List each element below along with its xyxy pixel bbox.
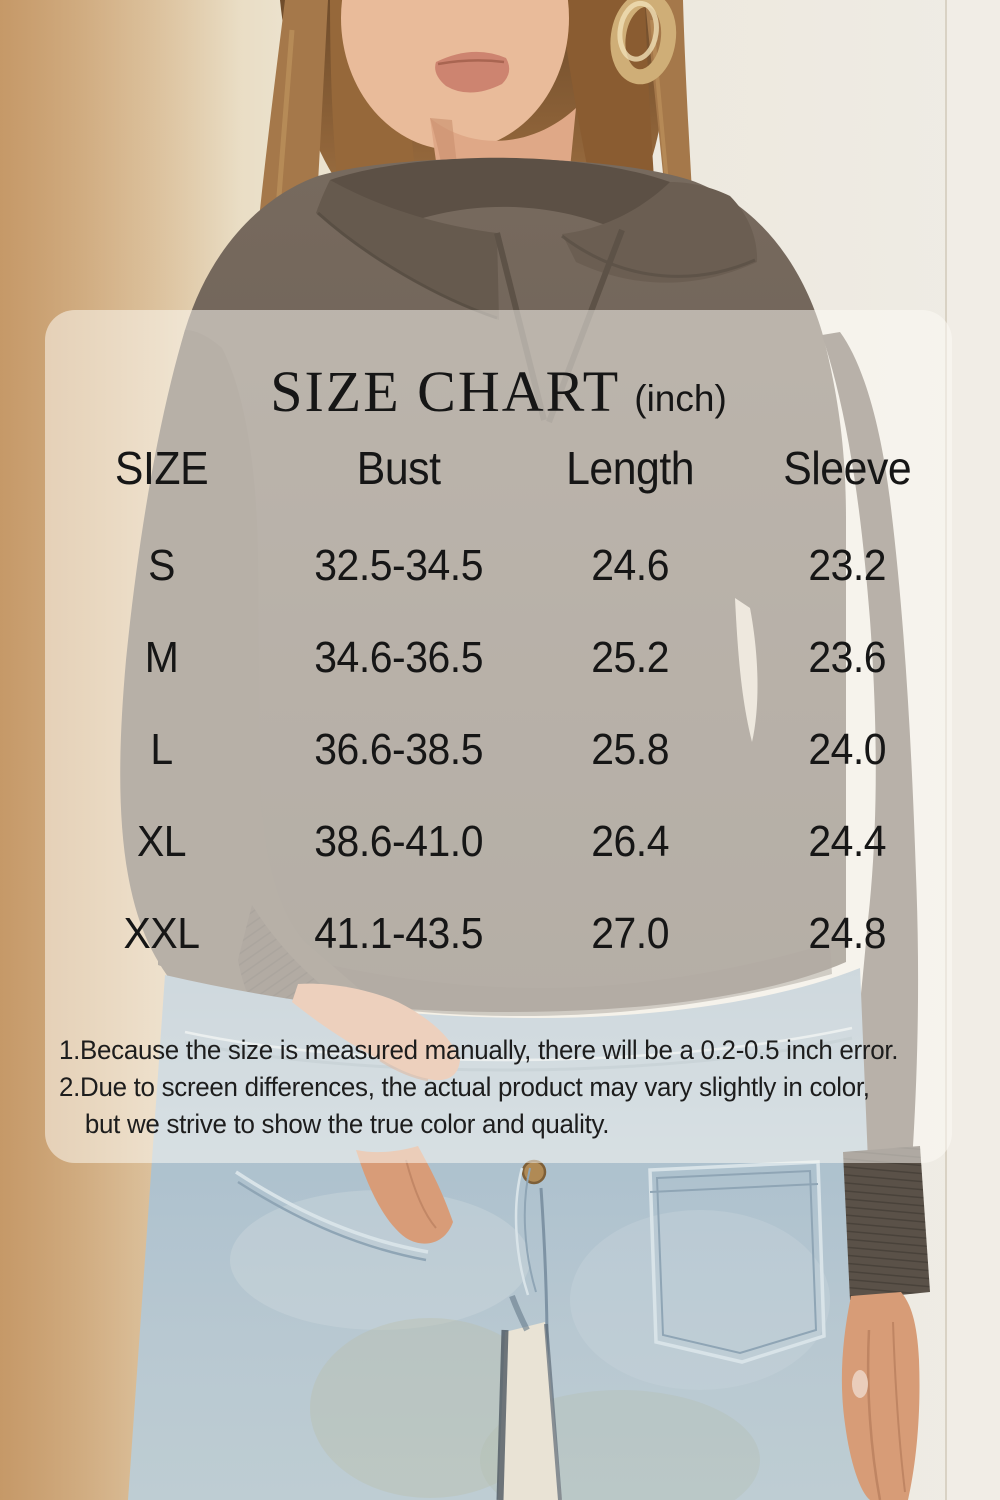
size-chart-title: SIZE CHART (inch): [45, 358, 952, 425]
note-line-1: 1.Because the size is measured manually,…: [59, 1035, 899, 1065]
size-label: L: [150, 725, 173, 774]
bust-value: 36.6-38.5: [314, 725, 484, 774]
size-chart: SIZE CHART (inch) SIZE Bust Length Sleev…: [45, 310, 952, 1163]
sleeve-value: 24.4: [807, 817, 886, 866]
size-label: S: [148, 541, 175, 590]
bust-value: 41.1-43.5: [314, 909, 484, 958]
sleeve-value: 24.0: [807, 725, 886, 774]
sleeve-value: 24.8: [807, 909, 886, 958]
earring: [610, 0, 677, 85]
table-header-row: SIZE Bust Length Sleeve: [45, 428, 952, 508]
size-chart-panel: [45, 310, 952, 1163]
column-header-size: SIZE: [114, 442, 209, 494]
column-header-sleeve: Sleeve: [782, 442, 911, 494]
bust-value: 34.6-36.5: [314, 633, 484, 682]
size-label: M: [144, 633, 179, 682]
jeans-side-pocket: [235, 1170, 429, 1262]
title-text: SIZE CHART: [270, 359, 621, 424]
note-line-3: but we strive to show the true color and…: [84, 1109, 610, 1139]
column-header-bust: Bust: [356, 442, 441, 494]
length-value: 27.0: [591, 909, 670, 958]
jeans-patch-pocket: [648, 1160, 826, 1364]
size-label: XXL: [123, 909, 200, 958]
fingernail: [852, 1370, 868, 1398]
right-cuff: [843, 1146, 930, 1300]
length-value: 26.4: [591, 817, 670, 866]
bust-value: 38.6-41.0: [314, 817, 484, 866]
sleeve-value: 23.2: [807, 541, 886, 590]
unit-label: (inch): [634, 378, 727, 419]
length-value: 25.2: [591, 633, 670, 682]
column-header-length: Length: [566, 442, 695, 494]
size-label: XL: [136, 817, 187, 866]
bust-value: 32.5-34.5: [314, 541, 484, 590]
length-value: 25.8: [591, 725, 670, 774]
sweater-collar: [316, 157, 758, 424]
jeans-button: [521, 1159, 547, 1185]
sleeve-value: 23.6: [807, 633, 886, 682]
length-value: 24.6: [591, 541, 670, 590]
model-lips: [435, 51, 510, 93]
fly-stitch: [514, 1167, 530, 1296]
right-hand: [841, 1292, 920, 1500]
table-body: S 32.5-34.5 24.6 23.2 M 34.6-36.5 25.2 2…: [45, 520, 952, 980]
leg-gap: [498, 1322, 562, 1500]
size-notes: 1.Because the size is measured manually,…: [59, 1032, 904, 1143]
note-line-2: 2.Due to screen differences, the actual …: [59, 1072, 870, 1102]
